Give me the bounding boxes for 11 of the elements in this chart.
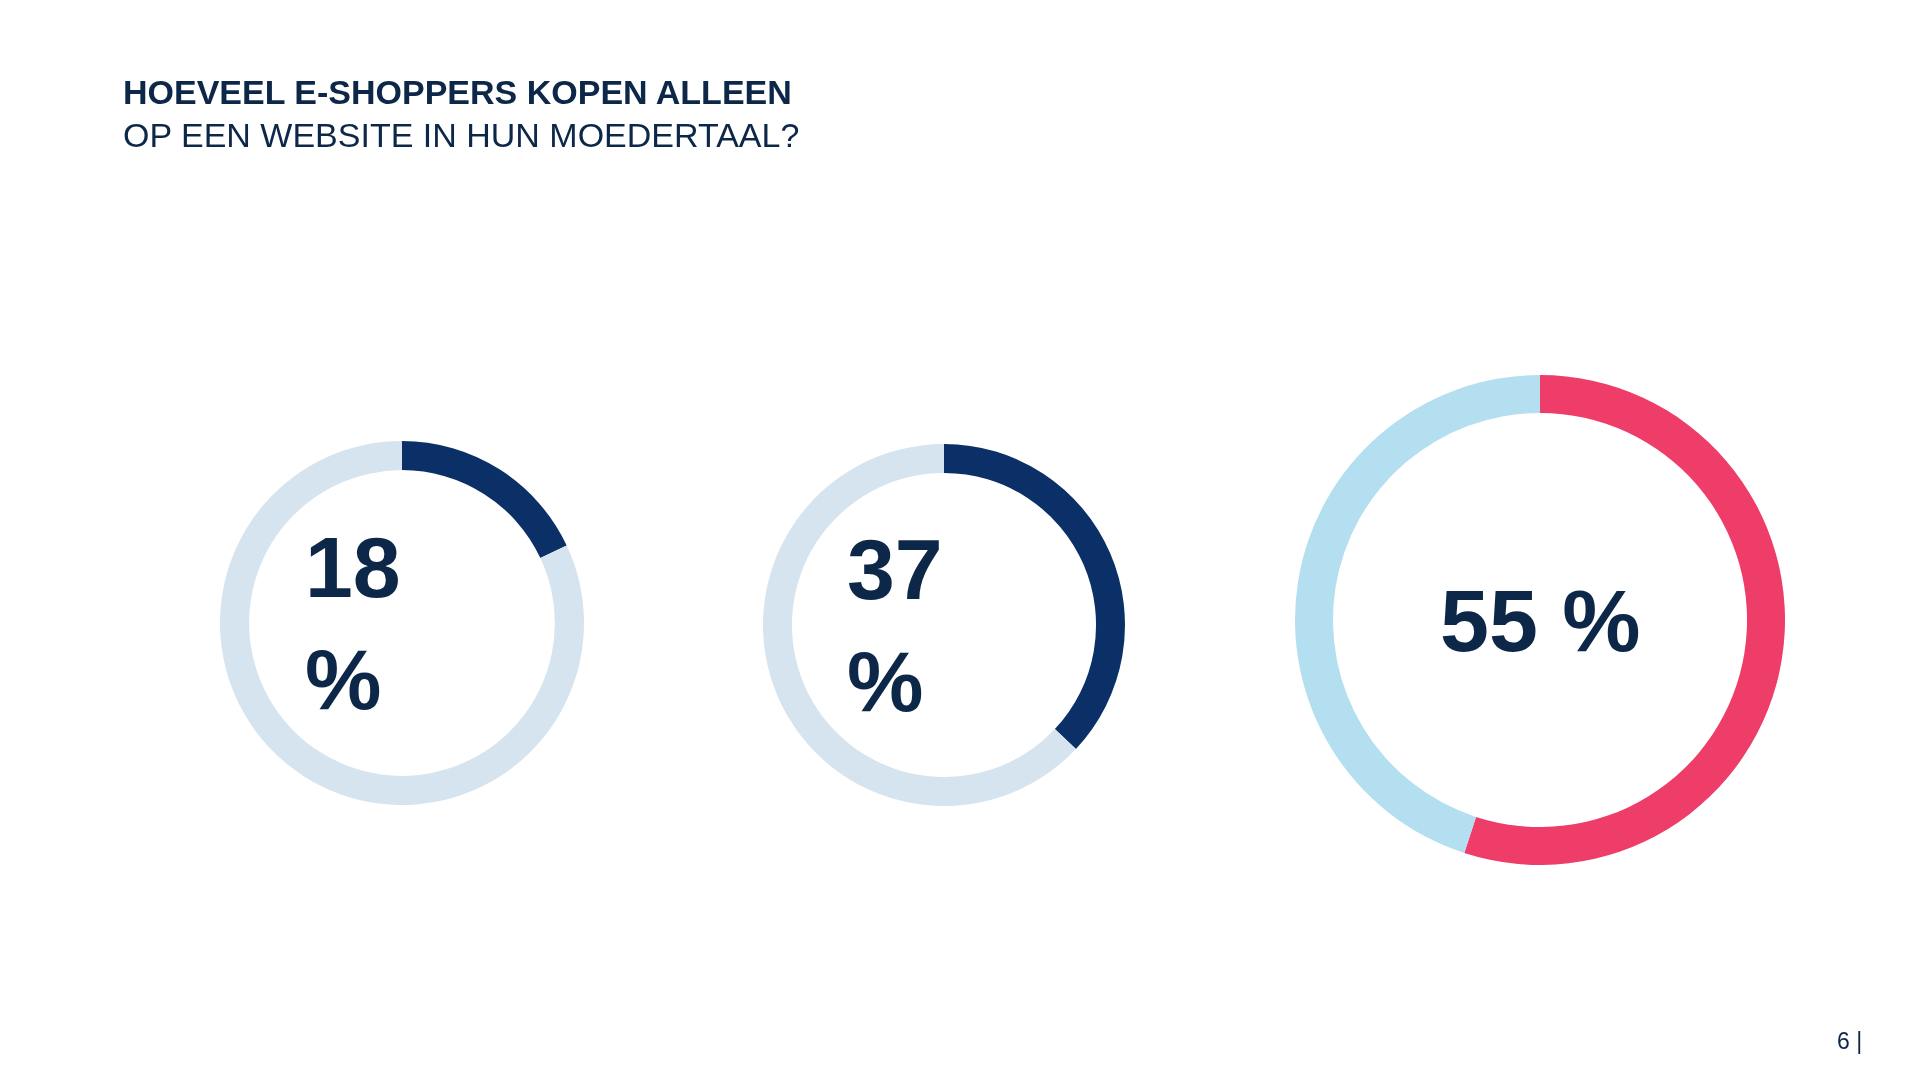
donut-slice: [1295, 375, 1540, 854]
text: 37 %: [847, 521, 943, 729]
chart-subtitle: OP EEN WEBSITE IN HUN MOEDERTAAL?: [123, 116, 800, 154]
chart-title: HOEVEEL E-SHOPPERS KOPEN ALLEEN: [123, 73, 792, 111]
text: 18 %: [305, 519, 401, 727]
text: 55 %: [1440, 571, 1641, 670]
donut-slice: [763, 444, 1076, 806]
donut-slice: [220, 441, 584, 805]
donut-slice: [402, 441, 567, 558]
donut-slice: [944, 444, 1125, 749]
text: 6 |: [1837, 1028, 1863, 1054]
